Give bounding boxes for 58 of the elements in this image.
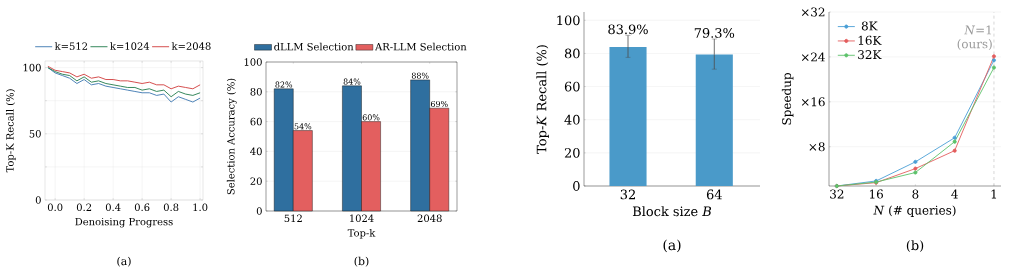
legend-label: dLLM Selection xyxy=(274,42,354,51)
y-tick-label: 100 xyxy=(244,58,262,66)
x-tick-label: 32 xyxy=(830,189,844,199)
x-tick-label: 1.0 xyxy=(193,203,208,212)
y-tick-label: 100 xyxy=(23,63,41,72)
text: (b) xyxy=(354,256,369,267)
y-tick-label: 0 xyxy=(256,207,262,215)
y-tick-label: 80 xyxy=(564,48,580,59)
x-tick-label: 16 xyxy=(869,189,883,199)
y-tick-label: 0 xyxy=(573,181,580,191)
y-tick-label: 60 xyxy=(250,117,262,126)
x-tick-label: 4 xyxy=(951,189,958,199)
y-tick-label: ×32 xyxy=(801,7,825,17)
y-axis-title: Speedup xyxy=(781,73,794,125)
x-tick-label: 2048 xyxy=(417,214,442,223)
y-axis-title: Selection Accuracy (%) xyxy=(226,78,237,195)
y-tick-label: 40 xyxy=(564,114,580,125)
x-tick-label: 8 xyxy=(912,189,919,199)
y-tick-label: 50 xyxy=(29,130,41,138)
text: (a) xyxy=(663,239,681,253)
y-tick-label: ×24 xyxy=(801,52,825,62)
y-tick-label: 60 xyxy=(564,81,580,92)
y-tick-label: 40 xyxy=(250,147,262,156)
y-tick-label: 20 xyxy=(564,147,580,158)
legend-label: k=2048 xyxy=(171,42,211,50)
y-axis-title: Top-K Recall (%) xyxy=(5,89,16,173)
y-tick-label: 0 xyxy=(35,196,41,204)
legend-label: 16K xyxy=(858,35,882,45)
x-tick-label: 64 xyxy=(706,189,722,200)
y-axis-title: Top-K Recall (%) xyxy=(536,45,549,154)
x-tick-label: 512 xyxy=(284,214,302,223)
x-tick-label: 1024 xyxy=(350,214,374,223)
legend-label: 8K xyxy=(861,21,878,31)
data-label: 79.3% xyxy=(694,28,735,38)
x-tick-label: 0.0 xyxy=(47,203,63,212)
text: (b) xyxy=(906,240,924,253)
y-tick-label: 80 xyxy=(250,88,262,96)
legend-label: k=1024 xyxy=(110,42,150,50)
y-tick-label: ×8 xyxy=(809,142,825,152)
x-axis-title: Block size B xyxy=(632,206,712,217)
y-tick-label: ×16 xyxy=(801,97,825,107)
x-tick-label: 0.8 xyxy=(163,203,179,212)
data-label: 83.9% xyxy=(608,24,648,35)
y-tick-label: 100 xyxy=(557,15,580,26)
x-tick-label: 1 xyxy=(991,189,997,199)
x-axis-title: Top-k xyxy=(347,228,376,239)
x-axis-title: Denoising Progress xyxy=(75,217,173,228)
x-tick-label: 0.4 xyxy=(105,203,121,212)
x-tick-label: 32 xyxy=(620,189,635,200)
legend-label: k=512 xyxy=(54,42,88,50)
x-tick-label: 0.2 xyxy=(76,203,92,212)
legend-label: 32K xyxy=(858,50,882,60)
x-tick-label: 0.6 xyxy=(134,203,150,212)
y-tick-label: 20 xyxy=(250,177,262,185)
ref-line-label: N=1 (ours) xyxy=(957,25,992,51)
text: (a) xyxy=(117,256,131,267)
x-axis-title: N (# queries) xyxy=(873,205,956,217)
legend-label: AR-LLM Selection xyxy=(375,42,467,51)
